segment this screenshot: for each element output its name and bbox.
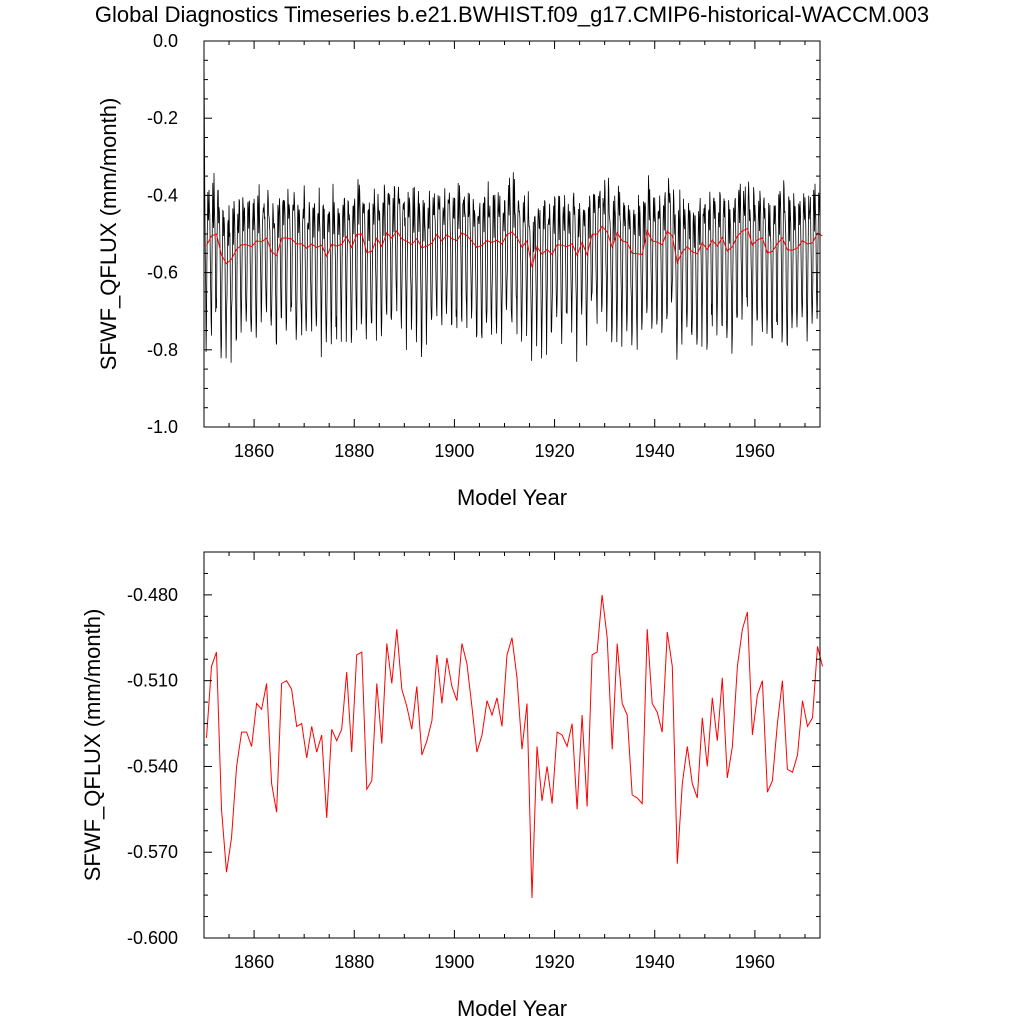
figure-title: Global Diagnostics Timeseries b.e21.BWHI… [95, 2, 929, 27]
x-tick-label: 1900 [434, 952, 474, 972]
x-tick-label: 1860 [234, 441, 274, 461]
top-monthly-series [203, 48, 821, 363]
bottom-y-tick-labels: -0.480 -0.510 -0.540 -0.570 -0.600 [127, 585, 178, 948]
x-tick-label: 1900 [434, 441, 474, 461]
bottom-axis-ticks [203, 551, 820, 939]
y-tick-label: -0.8 [147, 340, 178, 360]
x-tick-label: 1880 [334, 441, 374, 461]
top-x-tick-labels: 1860 1880 1900 1920 1940 1960 [234, 441, 775, 461]
bottom-y-axis-label: SFWF_QFLUX (mm/month) [80, 609, 105, 882]
x-tick-label: 1880 [334, 952, 374, 972]
x-tick-label: 1960 [735, 952, 775, 972]
top-chart-panel: 1860 1880 1900 1920 1940 1960 0.0 -0.2 -0.4 -0.6… [96, 31, 823, 510]
y-tick-label: -0.600 [127, 928, 178, 948]
y-tick-label: -0.480 [127, 585, 178, 605]
x-tick-label: 1940 [635, 952, 675, 972]
y-tick-label: -0.2 [147, 108, 178, 128]
top-x-axis-label: Model Year [457, 485, 567, 510]
y-tick-label: -0.4 [147, 185, 178, 205]
top-y-axis-label: SFWF_QFLUX (mm/month) [96, 98, 121, 371]
top-annual-series [206, 225, 823, 268]
annual-mean-line [206, 225, 823, 268]
y-tick-label: -0.540 [127, 756, 178, 776]
monthly-line [203, 48, 821, 363]
x-tick-label: 1860 [234, 952, 274, 972]
y-tick-label: -1.0 [147, 417, 178, 437]
y-tick-label: 0.0 [153, 31, 178, 51]
y-tick-label: -0.510 [127, 671, 178, 691]
y-tick-label: -0.6 [147, 263, 178, 283]
bottom-x-axis-label: Model Year [457, 996, 567, 1021]
annual-mean-line [206, 594, 823, 899]
top-axis-ticks [203, 40, 820, 428]
x-tick-label: 1960 [735, 441, 775, 461]
bottom-x-tick-labels: 1860 1880 1900 1920 1940 1960 [234, 952, 775, 972]
bottom-chart-panel: 1860 1880 1900 1920 1940 1960 -0.480-0.510-0.… [80, 551, 823, 1021]
bottom-annual-series [206, 594, 823, 899]
x-tick-label: 1920 [535, 441, 575, 461]
x-tick-label: 1940 [635, 441, 675, 461]
y-tick-label: -0.570 [127, 842, 178, 862]
x-tick-label: 1920 [535, 952, 575, 972]
top-y-tick-labels: 0.0 -0.2 -0.4 -0.6 -0.8 -1.0 [147, 31, 178, 437]
